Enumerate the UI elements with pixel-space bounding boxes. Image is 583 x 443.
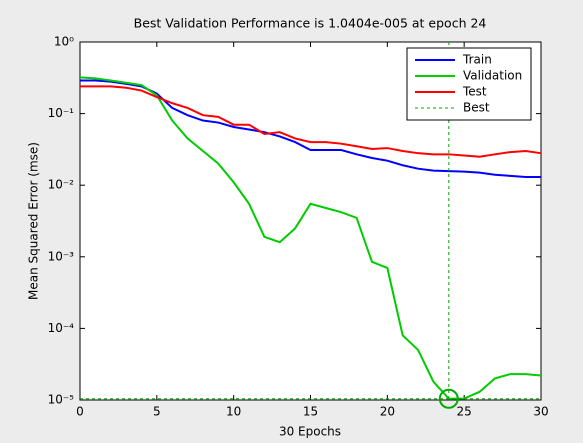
y-tick-label: 10⁻⁴ xyxy=(48,321,75,335)
x-tick-label: 15 xyxy=(303,405,318,419)
y-tick-label: 10⁻³ xyxy=(48,249,75,263)
y-axis-label: Mean Squared Error (mse) xyxy=(27,142,41,300)
x-tick-label: 10 xyxy=(226,405,241,419)
legend-label: Test xyxy=(462,85,487,99)
best-marker xyxy=(438,388,459,409)
y-tick-label: 10⁻¹ xyxy=(48,106,75,120)
series-line xyxy=(80,85,542,158)
y-tick-label: 10⁻² xyxy=(48,178,75,192)
x-axis-label: 30 Epochs xyxy=(279,425,341,439)
x-tick-label: 5 xyxy=(153,405,161,419)
x-tick-label: 20 xyxy=(380,405,395,419)
x-tick-label: 25 xyxy=(457,405,472,419)
x-tick-label: 30 xyxy=(533,405,548,419)
legend-label: Best xyxy=(463,101,490,115)
y-tick-label: 10⁰ xyxy=(54,35,74,49)
series-line xyxy=(80,79,541,179)
y-tick-label: 10⁻⁵ xyxy=(48,393,75,407)
chart-title: Best Validation Performance is 1.0404e-0… xyxy=(134,16,487,31)
legend-label: Train xyxy=(462,53,492,67)
x-tick-label: 0 xyxy=(76,405,84,419)
legend-label: Validation xyxy=(463,69,522,83)
